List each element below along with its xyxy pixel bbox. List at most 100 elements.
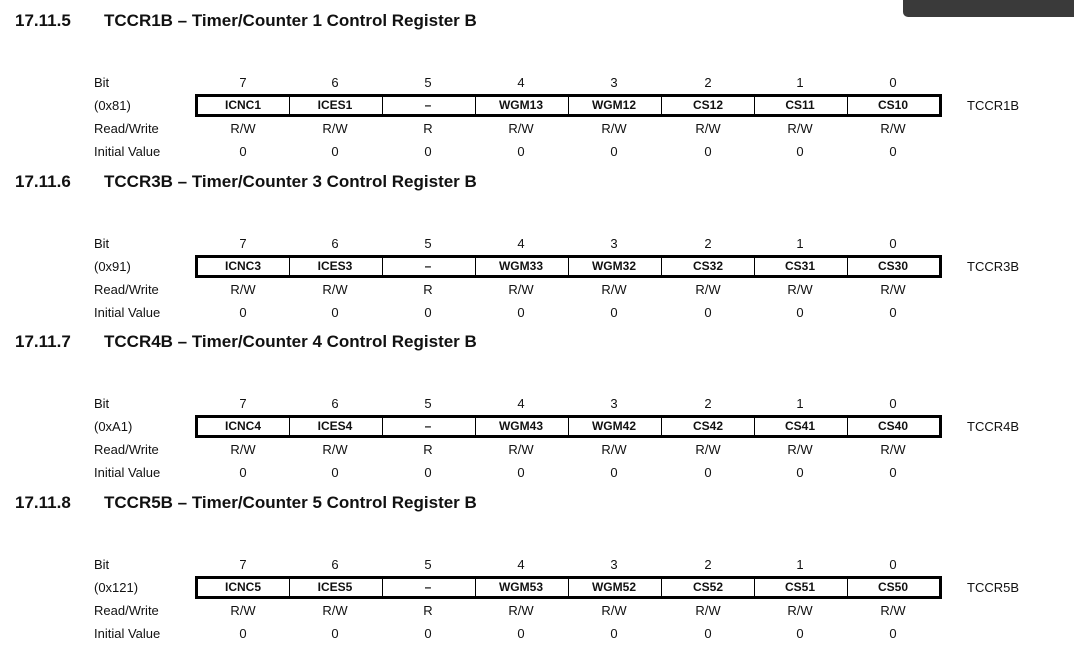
cell-divider: [382, 97, 383, 114]
bit-field: WGM53: [498, 579, 543, 594]
initial-value: 0: [704, 144, 712, 159]
bit-number: 1: [796, 396, 804, 411]
bit-field: WGM32: [591, 258, 636, 273]
access: R/W: [880, 121, 906, 136]
bit-number: 3: [610, 75, 618, 90]
init-label: Initial Value: [94, 304, 161, 320]
address: (0xA1): [94, 419, 133, 434]
bit-number: 5: [424, 396, 432, 411]
bit-number: 4: [517, 556, 525, 572]
access: R/W: [695, 121, 721, 136]
access: R/W: [880, 602, 906, 618]
access: R/W: [787, 602, 813, 618]
bit-number: 3: [610, 396, 618, 411]
cell-divider: [568, 257, 569, 275]
bit-number: 0: [889, 396, 897, 411]
access: R/W: [322, 281, 348, 297]
initial-value: 0: [517, 144, 525, 159]
access: R/W: [230, 602, 256, 618]
initial-value: 0: [796, 144, 804, 159]
bit-number: 7: [239, 556, 247, 572]
register-box: [195, 575, 942, 599]
section-number: 17.11.5: [15, 11, 71, 30]
bit-field: ICES5: [317, 579, 353, 594]
access: R: [423, 121, 433, 136]
initial-value: 0: [517, 304, 525, 320]
cell-divider: [847, 97, 848, 114]
bit-field: CS30: [877, 258, 909, 273]
address: (0x81): [94, 98, 131, 113]
cell-divider: [382, 578, 383, 596]
bit-label: Bit: [94, 556, 110, 572]
bit-number: 3: [610, 235, 618, 251]
cell-divider: [568, 578, 569, 596]
bit-number: 0: [889, 556, 897, 572]
bit-field: CS11: [785, 98, 815, 112]
access: R: [423, 281, 433, 297]
bit-field: CS42: [692, 419, 724, 433]
access: R/W: [695, 281, 721, 297]
initial-value: 0: [239, 144, 247, 159]
initial-value: 0: [704, 465, 712, 480]
access: R/W: [508, 121, 534, 136]
initial-value: 0: [610, 144, 618, 159]
bit-field: WGM52: [591, 579, 636, 594]
bit-field: WGM33: [498, 258, 543, 273]
bit-field: –: [424, 419, 432, 433]
initial-value: 0: [889, 144, 897, 159]
access: R/W: [230, 281, 256, 297]
bit-field: WGM43: [498, 419, 543, 433]
cell-divider: [568, 418, 569, 435]
cell-divider: [289, 97, 290, 114]
bit-field: CS52: [692, 579, 724, 594]
bit-number: 2: [704, 235, 712, 251]
initial-value: 0: [331, 304, 339, 320]
cell-divider: [289, 418, 290, 435]
initial-value: 0: [796, 625, 804, 641]
bit-number: 0: [889, 75, 897, 90]
cell-divider: [661, 97, 662, 114]
address: (0x91): [94, 258, 131, 274]
address: (0x121): [94, 579, 139, 595]
register-name: TCCR3B: [967, 258, 1020, 274]
initial-value: 0: [331, 465, 339, 480]
cell-divider: [475, 578, 476, 596]
initial-value: 0: [889, 625, 897, 641]
access: R: [423, 442, 433, 457]
init-label: Initial Value: [94, 465, 161, 480]
access: R/W: [230, 442, 256, 457]
cell-divider: [661, 257, 662, 275]
initial-value: 0: [610, 465, 618, 480]
access: R/W: [787, 281, 813, 297]
bit-number: 1: [796, 235, 804, 251]
access: R/W: [508, 281, 534, 297]
bit-field: ICES3: [317, 258, 353, 273]
rw-label: Read/Write: [94, 121, 159, 136]
section-title: TCCR1B – Timer/Counter 1 Control Registe…: [104, 11, 477, 30]
bit-number: 6: [331, 396, 339, 411]
bit-field: –: [424, 98, 432, 112]
access: R/W: [880, 442, 906, 457]
bit-field: –: [424, 258, 432, 273]
bit-number: 4: [517, 75, 525, 90]
init-label: Initial Value: [94, 144, 161, 159]
access: R/W: [601, 281, 627, 297]
bit-field: ICNC3: [224, 258, 261, 273]
bit-field: CS41: [784, 419, 816, 433]
initial-value: 0: [796, 304, 804, 320]
section-number: 17.11.8: [15, 492, 71, 512]
bit-number: 6: [331, 556, 339, 572]
initial-value: 0: [331, 144, 339, 159]
bit-field: CS51: [784, 579, 816, 594]
cell-divider: [847, 257, 848, 275]
cell-divider: [382, 257, 383, 275]
bit-field: CS32: [692, 258, 724, 273]
access: R/W: [695, 602, 721, 618]
section-number: 17.11.6: [15, 171, 71, 191]
register-name: TCCR1B: [967, 98, 1020, 113]
bit-number: 7: [239, 396, 247, 411]
bit-number: 3: [610, 556, 618, 572]
bit-field: ICES1: [317, 98, 353, 112]
bit-number: 7: [239, 235, 247, 251]
cell-divider: [382, 418, 383, 435]
